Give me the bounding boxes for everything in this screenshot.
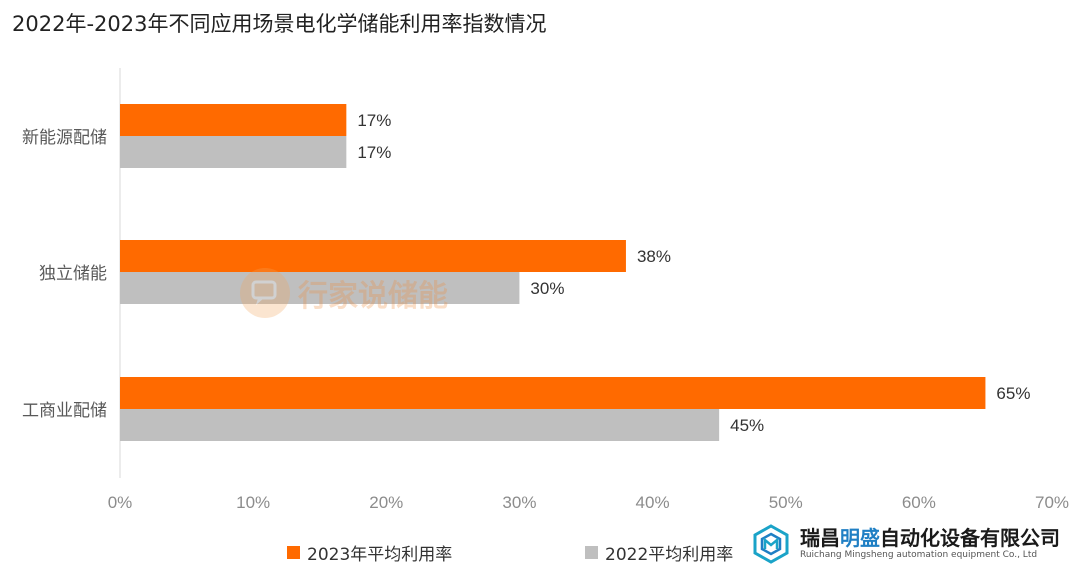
data-label: 17% [357, 111, 391, 130]
legend-label-2022: 2022平均利用率 [605, 545, 734, 565]
x-tick-label: 10% [236, 493, 270, 512]
bar [120, 104, 347, 136]
category-label: 工商业配储 [22, 401, 107, 421]
data-label: 45% [730, 416, 764, 435]
brand-name-highlight: 明盛 [840, 526, 880, 550]
bar [120, 409, 720, 441]
data-label: 38% [637, 247, 671, 266]
x-tick-label: 40% [636, 493, 670, 512]
legend-item-2022: 2022平均利用率 [585, 540, 733, 565]
data-label: 17% [357, 143, 391, 162]
bar [120, 136, 347, 168]
x-tick-label: 50% [769, 493, 803, 512]
brand-text: 瑞昌明盛自动化设备有限公司 Ruichang Mingsheng automat… [800, 527, 1060, 561]
data-label: 65% [996, 384, 1030, 403]
cube-logo-icon [753, 524, 789, 564]
speech-bubble-icon [240, 268, 290, 318]
brand-logo: 瑞昌明盛自动化设备有限公司 Ruichang Mingsheng automat… [752, 522, 1060, 566]
x-tick-label: 20% [369, 493, 403, 512]
legend-item-2023: 2023年平均利用率 [287, 540, 452, 565]
bar [120, 272, 520, 304]
category-label: 新能源配储 [22, 128, 107, 148]
legend-swatch-2022 [585, 546, 598, 559]
legend-swatch-2023 [287, 546, 300, 559]
x-tick-label: 70% [1035, 493, 1069, 512]
chart-title: 2022年-2023年不同应用场景电化学储能利用率指数情况 [12, 12, 547, 36]
brand-name-post: 自动化设备有限公司 [880, 526, 1060, 550]
x-tick-label: 0% [108, 493, 133, 512]
brand-english-name: Ruichang Mingsheng automation equipment … [800, 550, 1038, 560]
brand-name: 瑞昌明盛自动化设备有限公司 [800, 527, 1060, 549]
legend-label-2023: 2023年平均利用率 [307, 545, 453, 565]
brand-name-pre: 瑞昌 [800, 526, 840, 550]
bar [120, 377, 986, 409]
x-tick-label: 60% [902, 493, 936, 512]
category-label: 独立储能 [39, 264, 107, 284]
data-label: 30% [530, 279, 564, 298]
x-tick-label: 30% [502, 493, 536, 512]
bar [120, 240, 626, 272]
watermark: 行家说储能 [240, 268, 448, 318]
watermark-text: 行家说储能 [298, 279, 448, 314]
